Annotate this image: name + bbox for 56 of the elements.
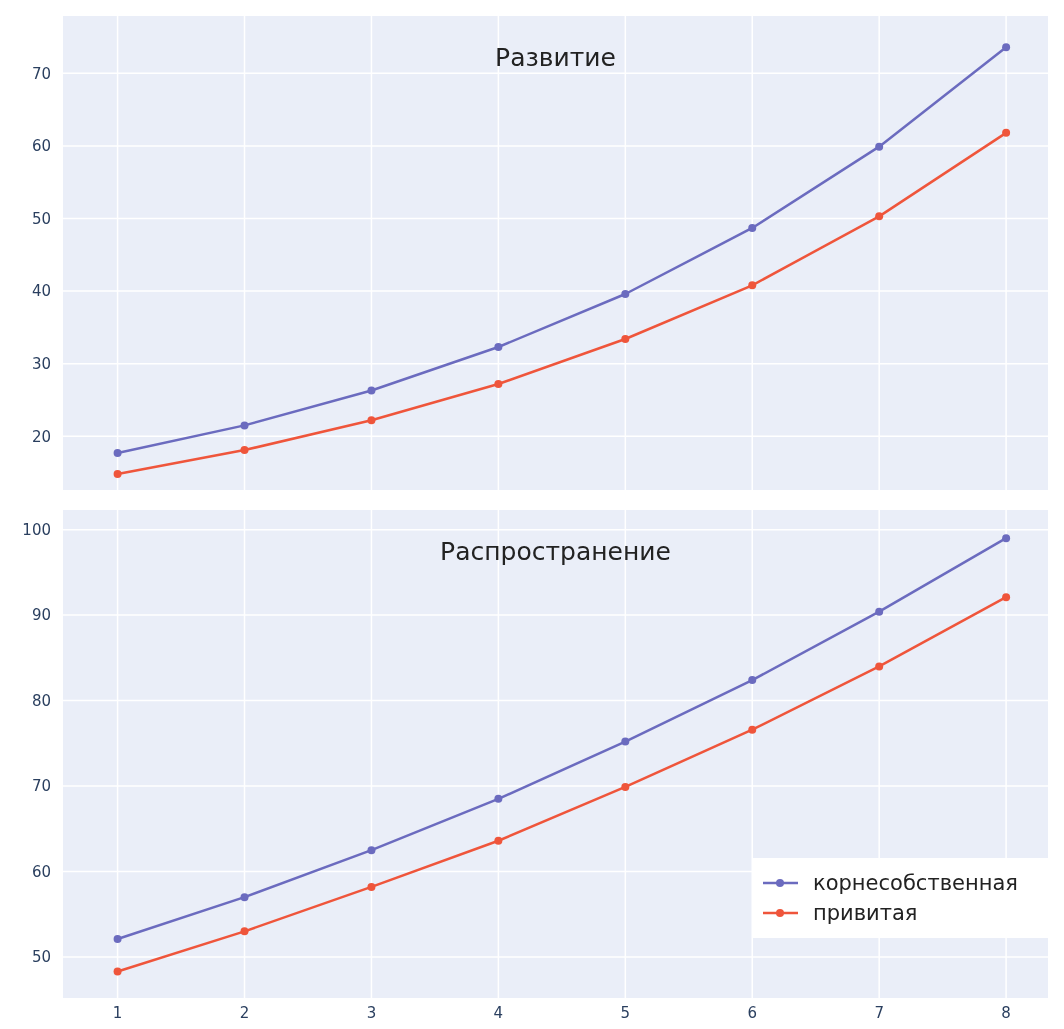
point	[748, 725, 757, 734]
y-tick-label: 70	[31, 777, 51, 796]
legend-label: корнесобственная	[813, 871, 1018, 896]
point	[494, 836, 503, 845]
point	[1002, 128, 1011, 137]
point	[875, 142, 884, 151]
point	[1002, 43, 1011, 52]
point	[748, 676, 757, 685]
point	[494, 794, 503, 803]
point	[748, 223, 757, 232]
y-tick-label: 30	[31, 354, 51, 373]
point	[494, 380, 503, 389]
point	[367, 882, 376, 891]
point	[367, 386, 376, 395]
point	[240, 893, 249, 902]
y-tick-label: 20	[31, 427, 51, 446]
point	[113, 935, 122, 944]
x-tick-label: 8	[1001, 1004, 1011, 1022]
point	[1002, 593, 1011, 602]
point	[113, 448, 122, 457]
y-tick-label: 70	[31, 64, 51, 83]
y-tick-label: 60	[31, 862, 51, 881]
text: Развитие	[495, 43, 616, 72]
y-tick-label: 80	[31, 691, 51, 710]
y-tick-label: 100	[22, 520, 51, 539]
x-tick-label: 6	[747, 1004, 758, 1022]
point	[113, 470, 122, 479]
y-tick-label: 40	[31, 282, 51, 301]
point	[240, 927, 249, 936]
point	[240, 446, 249, 455]
x-tick-label: 4	[493, 1004, 504, 1022]
point	[875, 212, 884, 221]
point	[367, 846, 376, 855]
point	[621, 335, 630, 344]
point	[621, 737, 630, 746]
point	[875, 607, 884, 616]
x-tick-label: 5	[620, 1004, 631, 1022]
point	[1002, 534, 1011, 543]
point	[748, 281, 757, 290]
point	[494, 343, 503, 351]
y-tick-label: 50	[31, 948, 51, 967]
point	[113, 967, 122, 976]
legend-label: привитая	[813, 901, 918, 926]
y-tick-label: 90	[31, 606, 51, 625]
y-tick-label: 50	[31, 209, 51, 228]
point	[367, 416, 376, 425]
x-tick-label: 1	[112, 1004, 123, 1022]
point	[621, 782, 630, 791]
x-tick-label: 7	[874, 1004, 884, 1022]
point	[875, 662, 884, 671]
x-tick-label: 3	[366, 1004, 377, 1022]
point	[240, 421, 249, 430]
point	[621, 290, 630, 299]
x-tick-label: 2	[239, 1004, 250, 1022]
text: Распространение	[440, 537, 671, 566]
y-tick-label: 60	[31, 137, 51, 156]
